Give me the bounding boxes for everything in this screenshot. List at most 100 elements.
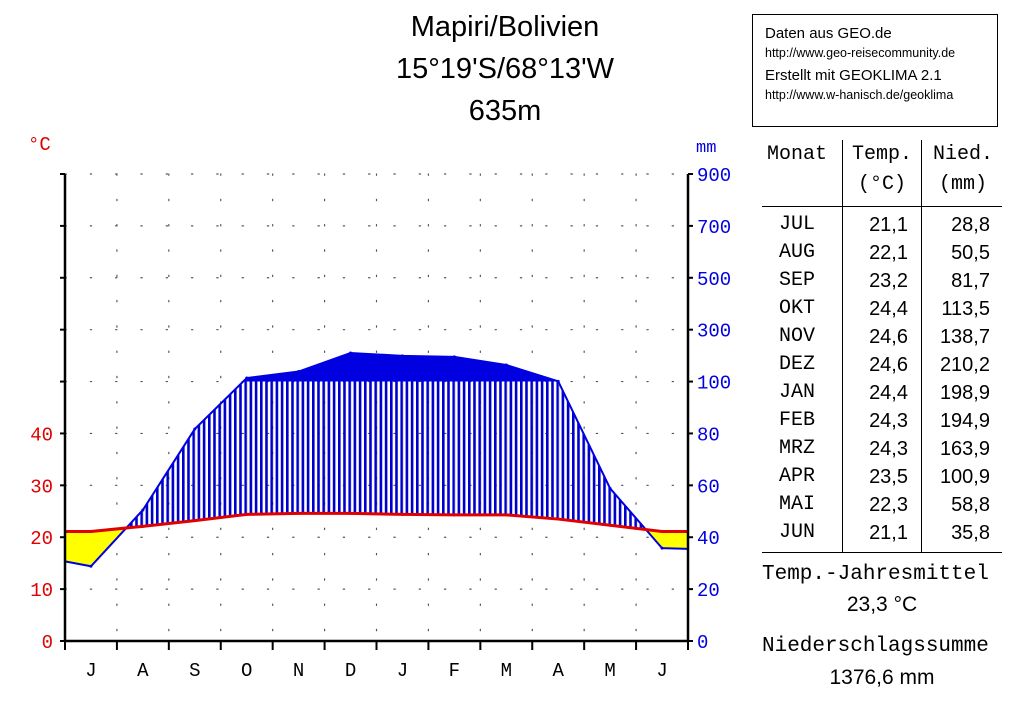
table-footer-rule — [762, 552, 1002, 553]
month-label: S — [189, 660, 200, 682]
table-divider-1 — [842, 140, 843, 552]
table-cell-month: APR — [778, 465, 815, 488]
month-label: A — [553, 660, 565, 682]
left-tick-label: 10 — [30, 580, 53, 602]
table-cell-month: FEB — [778, 409, 815, 432]
temperature-point — [400, 512, 404, 516]
right-tick-label: 300 — [697, 321, 731, 343]
col-header-precip-unit: (mm) — [938, 173, 987, 196]
temperature-point — [89, 530, 93, 534]
chart-lines — [64, 351, 689, 568]
left-tick-label: 30 — [30, 476, 53, 498]
left-tick-label: 40 — [30, 424, 53, 446]
table-divider-2 — [921, 140, 922, 552]
table-cell-month: MRZ — [778, 437, 815, 460]
month-label: J — [397, 660, 408, 682]
source-url-1: http://www.geo-reisecommunity.de — [765, 46, 956, 60]
table-cell-precip: 81,7 — [951, 270, 990, 292]
table-cell-temp: 24,4 — [869, 382, 908, 404]
precipitation-point — [660, 546, 664, 550]
source-info-box: Daten aus GEO.de http://www.geo-reisecom… — [752, 14, 998, 127]
humid-area — [402, 355, 455, 515]
right-tick-label: 80 — [697, 424, 720, 446]
col-header-precip: Nied. — [932, 143, 993, 166]
table-cell-precip: 35,8 — [951, 522, 990, 544]
table-cell-month: JAN — [778, 381, 815, 404]
table-cell-precip: 58,8 — [951, 494, 990, 516]
month-label: F — [449, 660, 460, 682]
month-label: M — [501, 660, 512, 682]
table-header-rule — [762, 206, 1002, 207]
month-label: O — [241, 660, 252, 682]
temperature-point — [504, 513, 508, 517]
table-cell-month: NOV — [778, 325, 815, 348]
table-cell-month: DEZ — [778, 353, 815, 376]
right-tick-label: 40 — [697, 528, 720, 550]
annual-sum-value: 1376,6 mm — [829, 666, 935, 689]
humid-area — [454, 356, 507, 515]
precipitation-point — [400, 354, 404, 358]
table-cell-precip: 210,2 — [939, 354, 990, 376]
table-cell-month: JUN — [778, 521, 815, 544]
humid-area — [142, 429, 195, 527]
precipitation-point — [349, 351, 353, 355]
right-tick-label: 100 — [697, 373, 731, 395]
table-cell-month: MAI — [778, 493, 815, 516]
humid-area — [506, 364, 559, 520]
table-cell-precip: 138,7 — [939, 326, 990, 348]
temperature-point — [193, 519, 197, 523]
col-header-temp-unit: (°C) — [857, 173, 906, 196]
table-cell-temp: 24,6 — [869, 354, 908, 376]
month-label: N — [293, 660, 304, 682]
table-cell-temp: 24,3 — [869, 438, 908, 460]
right-tick-label: 0 — [697, 632, 708, 654]
annual-mean-value: 23,3 °C — [846, 593, 918, 616]
chart-fills — [65, 352, 688, 567]
perhumid-area — [246, 352, 559, 382]
right-tick-label: 700 — [697, 217, 731, 239]
temperature-point — [660, 530, 664, 534]
station-coordinates: 15°19'S/68°13'W — [395, 53, 615, 85]
table-cell-temp: 22,3 — [869, 494, 908, 516]
col-header-temp: Temp. — [851, 143, 912, 166]
month-label: A — [137, 660, 149, 682]
arid-area — [65, 531, 91, 567]
humid-area — [126, 509, 143, 528]
precipitation-point — [452, 355, 456, 359]
humid-area — [246, 371, 299, 515]
precipitation-line — [64, 351, 689, 568]
chart-axes: 0 10 20 30 40 0 20 40 60 80 100 300 500 700 900 J A S O N D J… — [30, 165, 731, 682]
left-tick-label: 0 — [42, 632, 53, 654]
precipitation-point — [504, 363, 508, 367]
temperature-point — [141, 524, 145, 528]
station-title: Mapiri/Bolivien — [410, 11, 600, 43]
humid-area — [350, 352, 403, 515]
station-elevation: 635m — [468, 95, 542, 127]
annual-sum-label: Niederschlagssumme — [762, 635, 989, 658]
precipitation-point — [193, 427, 197, 431]
humid-area — [558, 381, 611, 526]
right-tick-label: 60 — [697, 476, 720, 498]
table-cell-precip: 163,9 — [939, 438, 990, 460]
table-cell-month: OKT — [778, 297, 815, 320]
table-cell-precip: 100,9 — [939, 466, 990, 488]
temperature-point — [452, 513, 456, 517]
temperature-point — [245, 512, 249, 516]
month-label: J — [85, 660, 96, 682]
table-cell-precip: 113,5 — [941, 298, 990, 320]
temperature-line — [65, 511, 688, 534]
temperature-point — [297, 511, 301, 515]
right-axis-unit: mm — [696, 139, 716, 158]
table-cell-temp: 23,5 — [869, 466, 908, 488]
table-cell-precip: 198,9 — [939, 382, 990, 404]
right-tick-label: 20 — [697, 580, 720, 602]
table-cell-temp: 24,3 — [869, 410, 908, 432]
source-url-2: http://www.w-hanisch.de/geoklima — [765, 88, 954, 102]
precipitation-point — [245, 376, 249, 380]
table-cell-precip: 50,5 — [951, 242, 990, 264]
arid-area — [662, 531, 688, 549]
table-cell-temp: 21,1 — [869, 214, 908, 236]
left-axis-unit: °C — [28, 134, 51, 156]
table-cell-precip: 28,8 — [951, 214, 990, 236]
temperature-point — [608, 523, 612, 527]
